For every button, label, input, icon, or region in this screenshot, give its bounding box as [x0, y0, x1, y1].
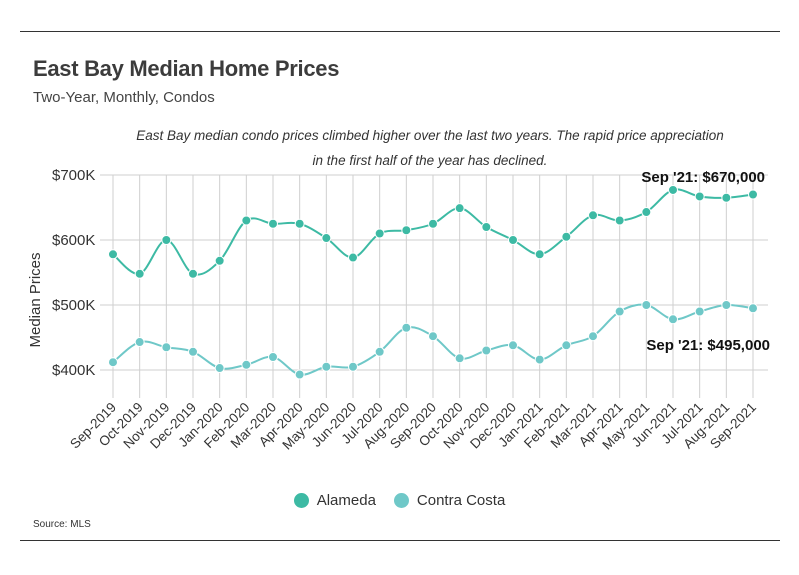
data-point-contra-costa — [374, 346, 385, 357]
data-point-alameda — [321, 233, 332, 244]
data-point-contra-costa — [294, 369, 305, 380]
data-point-alameda — [721, 192, 732, 203]
data-point-alameda — [748, 189, 758, 200]
data-point-contra-costa — [668, 314, 678, 325]
data-point-alameda — [214, 255, 225, 266]
legend-marker-contra-costa — [393, 493, 409, 508]
data-point-contra-costa — [214, 363, 225, 374]
data-point-contra-costa — [268, 352, 278, 362]
data-point-alameda — [694, 191, 705, 202]
data-point-alameda — [374, 228, 385, 239]
data-point-alameda — [641, 207, 652, 218]
top-rule — [20, 31, 780, 32]
data-point-alameda — [241, 215, 252, 226]
data-point-contra-costa — [188, 346, 198, 357]
data-point-alameda — [668, 184, 678, 195]
data-point-contra-costa — [481, 345, 492, 356]
legend-label-contra-costa: Contra Costa — [416, 492, 506, 509]
data-point-alameda — [294, 218, 305, 229]
source-note: Source: MLS — [33, 519, 91, 530]
y-tick-label: $400K — [52, 362, 95, 379]
data-point-alameda — [188, 268, 198, 279]
data-point-alameda — [161, 235, 172, 245]
data-point-contra-costa — [428, 331, 438, 342]
data-point-alameda — [454, 203, 465, 214]
data-point-alameda — [614, 215, 625, 226]
data-point-contra-costa — [748, 303, 758, 314]
chart-annotation: East Bay median condo prices climbed hig… — [136, 128, 724, 168]
data-point-contra-costa — [508, 340, 518, 351]
data-point-contra-costa — [348, 361, 358, 372]
data-point-contra-costa — [321, 361, 332, 372]
data-point-contra-costa — [534, 354, 545, 365]
legend-label-alameda: Alameda — [316, 492, 376, 509]
bottom-rule — [20, 540, 780, 541]
callout-label: Sep '21: $670,000 — [641, 169, 765, 186]
data-point-alameda — [508, 235, 518, 245]
y-tick-label: $600K — [52, 232, 95, 249]
data-point-contra-costa — [454, 353, 465, 364]
chart-title: East Bay Median Home Prices — [33, 56, 340, 81]
data-point-alameda — [588, 210, 598, 221]
data-point-alameda — [428, 218, 438, 229]
y-tick-label: $500K — [52, 297, 95, 314]
legend-item-alameda: Alameda — [293, 492, 376, 509]
data-point-alameda — [401, 225, 412, 236]
data-point-alameda — [134, 268, 145, 279]
chart-subtitle: Two-Year, Monthly, Condos — [33, 89, 215, 106]
data-point-contra-costa — [614, 306, 625, 317]
y-tick-label: $700K — [52, 167, 95, 184]
data-point-alameda — [481, 222, 492, 232]
data-point-contra-costa — [401, 322, 412, 333]
data-point-contra-costa — [588, 331, 598, 342]
data-point-contra-costa — [161, 342, 172, 353]
data-point-contra-costa — [561, 340, 572, 351]
callout-label: Sep '21: $495,000 — [646, 337, 770, 354]
legend-item-contra-costa: Contra Costa — [393, 492, 506, 509]
data-point-alameda — [534, 249, 545, 260]
legend-marker-alameda — [293, 493, 309, 508]
data-point-contra-costa — [694, 306, 705, 317]
data-point-contra-costa — [241, 359, 252, 370]
data-point-contra-costa — [108, 357, 118, 368]
data-point-alameda — [561, 231, 572, 242]
data-point-contra-costa — [134, 337, 145, 348]
data-point-alameda — [348, 252, 358, 263]
legend: Alameda Contra Costa — [0, 492, 799, 509]
data-point-contra-costa — [721, 300, 732, 310]
y-axis-label: Median Prices — [27, 252, 44, 347]
data-point-alameda — [108, 249, 118, 260]
data-point-alameda — [268, 218, 278, 229]
data-point-contra-costa — [641, 300, 652, 310]
